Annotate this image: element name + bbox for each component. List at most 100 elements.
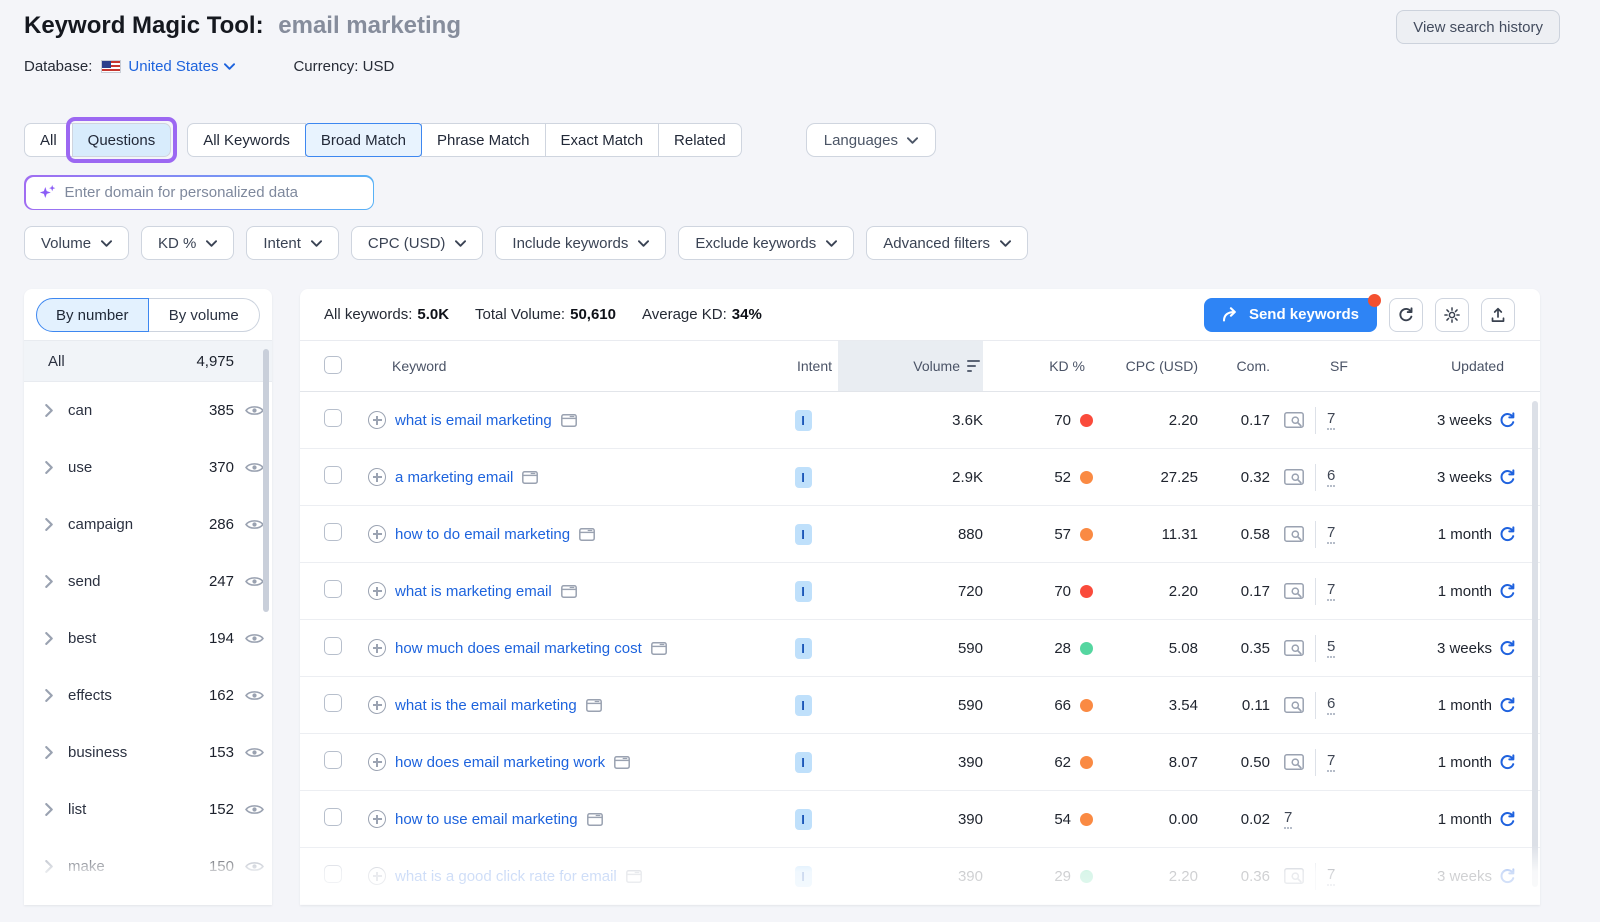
filter-exclude-keywords[interactable]: Exclude keywords <box>678 226 855 260</box>
serp-preview-icon[interactable] <box>1284 583 1304 599</box>
column-kd[interactable]: KD % <box>1049 358 1085 374</box>
send-keywords-button[interactable]: Send keywords <box>1203 293 1381 332</box>
row-checkbox[interactable] <box>324 409 342 427</box>
sf-value[interactable]: 7 <box>1327 410 1336 430</box>
keyword-link[interactable]: what is marketing email <box>395 582 552 600</box>
export-button[interactable] <box>1481 297 1515 332</box>
sidebar-item-list[interactable]: list 152 <box>24 781 272 838</box>
keyword-link[interactable]: what is a good click rate for email <box>395 867 617 885</box>
serp-preview-icon[interactable] <box>1284 754 1304 770</box>
refresh-icon[interactable] <box>1499 412 1516 429</box>
serp-preview-icon[interactable] <box>1284 868 1304 884</box>
row-checkbox[interactable] <box>324 865 342 883</box>
serp-window-icon[interactable] <box>587 813 603 826</box>
keyword-link[interactable]: how to do email marketing <box>395 525 571 543</box>
serp-preview-icon[interactable] <box>1284 526 1304 542</box>
languages-dropdown[interactable]: Languages <box>805 123 936 157</box>
refresh-icon[interactable] <box>1499 583 1516 600</box>
filter-cpc[interactable]: CPC (USD) <box>350 226 484 260</box>
sf-value[interactable]: 7 <box>1284 809 1293 829</box>
column-keyword[interactable]: Keyword <box>392 358 447 374</box>
add-keyword-icon[interactable] <box>368 753 386 771</box>
sf-value[interactable]: 7 <box>1327 524 1336 544</box>
add-keyword-icon[interactable] <box>368 696 386 714</box>
row-checkbox[interactable] <box>324 523 342 541</box>
domain-input[interactable] <box>64 184 361 201</box>
tab-all-keywords[interactable]: All Keywords <box>187 123 306 157</box>
tab-broad-match[interactable]: Broad Match <box>304 123 422 157</box>
filter-intent[interactable]: Intent <box>246 226 339 260</box>
serp-preview-icon[interactable] <box>1284 412 1304 428</box>
serp-window-icon[interactable] <box>586 699 602 712</box>
eye-icon[interactable] <box>245 518 264 531</box>
sf-value[interactable]: 7 <box>1327 752 1336 772</box>
row-checkbox[interactable] <box>324 580 342 598</box>
tab-questions[interactable]: Questions <box>65 117 178 163</box>
eye-icon[interactable] <box>245 746 264 759</box>
add-keyword-icon[interactable] <box>368 810 386 828</box>
filter-kd[interactable]: KD % <box>141 226 235 260</box>
eye-icon[interactable] <box>245 803 264 816</box>
filter-include-keywords[interactable]: Include keywords <box>495 226 667 260</box>
serp-preview-icon[interactable] <box>1284 640 1304 656</box>
add-keyword-icon[interactable] <box>368 525 386 543</box>
sf-value[interactable]: 7 <box>1327 866 1336 886</box>
eye-icon[interactable] <box>245 575 264 588</box>
sidebar-item-can[interactable]: can 385 <box>24 382 272 439</box>
sf-value[interactable]: 6 <box>1327 467 1336 487</box>
add-keyword-icon[interactable] <box>368 867 386 885</box>
sf-value[interactable]: 6 <box>1327 695 1336 715</box>
refresh-icon[interactable] <box>1499 811 1516 828</box>
sidebar-item-campaign[interactable]: campaign 286 <box>24 496 272 553</box>
keyword-link[interactable]: what is the email marketing <box>395 696 577 714</box>
eye-icon[interactable] <box>245 404 264 417</box>
tab-phrase-match[interactable]: Phrase Match <box>420 123 546 157</box>
refresh-button[interactable] <box>1389 297 1423 332</box>
add-keyword-icon[interactable] <box>368 411 386 429</box>
keyword-link[interactable]: a marketing email <box>395 468 514 486</box>
sidebar-item-send[interactable]: send 247 <box>24 553 272 610</box>
eye-icon[interactable] <box>245 461 264 474</box>
filter-advanced[interactable]: Advanced filters <box>866 226 1028 260</box>
serp-window-icon[interactable] <box>614 756 630 769</box>
sidebar-scrollbar[interactable] <box>263 349 269 612</box>
serp-window-icon[interactable] <box>561 414 577 427</box>
eye-icon[interactable] <box>245 860 264 873</box>
refresh-icon[interactable] <box>1499 697 1516 714</box>
serp-window-icon[interactable] <box>651 642 667 655</box>
column-cpc[interactable]: CPC (USD) <box>1125 358 1198 374</box>
settings-button[interactable] <box>1435 297 1469 332</box>
serp-window-icon[interactable] <box>522 471 538 484</box>
column-sf[interactable]: SF <box>1330 358 1348 374</box>
refresh-icon[interactable] <box>1499 526 1516 543</box>
eye-icon[interactable] <box>245 689 264 702</box>
sidebar-item-make[interactable]: make 150 <box>24 838 272 895</box>
tab-all[interactable]: All <box>24 123 73 157</box>
keyword-link[interactable]: how does email marketing work <box>395 753 606 771</box>
table-scrollbar[interactable] <box>1532 401 1538 887</box>
refresh-icon[interactable] <box>1499 469 1516 486</box>
sidebar-item-best[interactable]: best 194 <box>24 610 272 667</box>
add-keyword-icon[interactable] <box>368 468 386 486</box>
keyword-link[interactable]: how to use email marketing <box>395 810 578 828</box>
column-updated[interactable]: Updated <box>1451 358 1504 374</box>
keyword-link[interactable]: what is email marketing <box>395 411 552 429</box>
sidebar-item-business[interactable]: business 153 <box>24 724 272 781</box>
sf-value[interactable]: 5 <box>1327 638 1336 658</box>
column-com[interactable]: Com. <box>1236 358 1270 374</box>
refresh-icon[interactable] <box>1499 640 1516 657</box>
serp-window-icon[interactable] <box>561 585 577 598</box>
refresh-icon[interactable] <box>1499 754 1516 771</box>
serp-window-icon[interactable] <box>626 870 642 883</box>
toggle-by-volume[interactable]: By volume <box>148 298 260 332</box>
view-search-history-button[interactable]: View search history <box>1396 10 1560 44</box>
sidebar-item-effects[interactable]: effects 162 <box>24 667 272 724</box>
serp-preview-icon[interactable] <box>1284 469 1304 485</box>
column-volume[interactable]: Volume <box>838 341 983 391</box>
add-keyword-icon[interactable] <box>368 582 386 600</box>
column-intent[interactable]: Intent <box>796 358 832 374</box>
sidebar-item-all[interactable]: All 4,975 <box>24 341 272 382</box>
row-checkbox[interactable] <box>324 637 342 655</box>
row-checkbox[interactable] <box>324 466 342 484</box>
serp-window-icon[interactable] <box>579 528 595 541</box>
